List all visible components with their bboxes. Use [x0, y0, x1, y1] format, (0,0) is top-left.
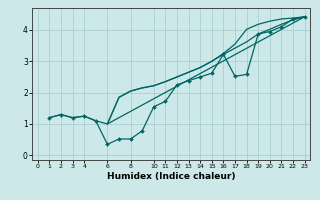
X-axis label: Humidex (Indice chaleur): Humidex (Indice chaleur)	[107, 172, 236, 181]
